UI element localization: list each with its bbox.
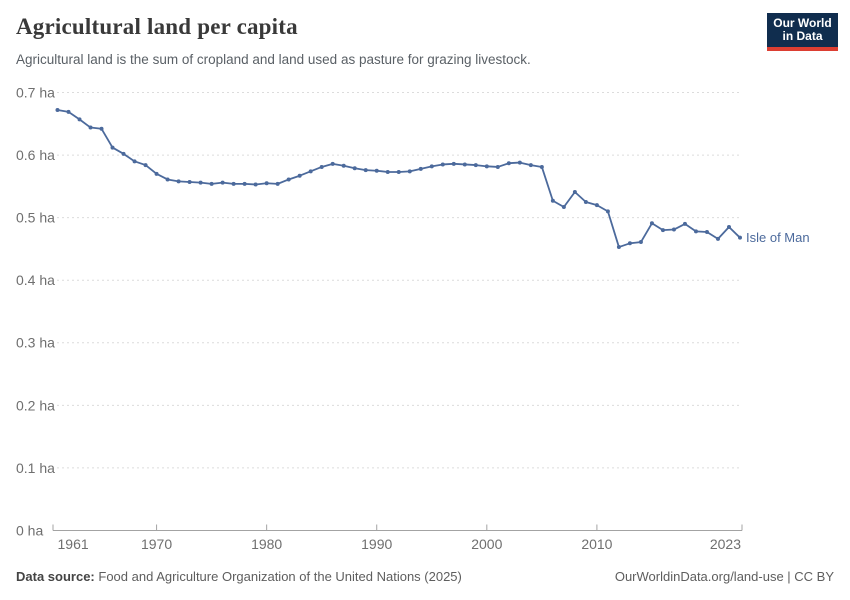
- series-end-label[interactable]: Isle of Man: [746, 230, 810, 245]
- x-axis-tick-label: 1980: [251, 536, 282, 552]
- data-point[interactable]: [275, 181, 280, 186]
- license-link[interactable]: OurWorldinData.org/land-use | CC BY: [614, 569, 834, 584]
- data-source-label: Data source:: [16, 569, 95, 584]
- owid-logo-line-2: in Data: [782, 29, 823, 43]
- data-point[interactable]: [154, 171, 159, 176]
- data-point[interactable]: [616, 245, 621, 250]
- data-point[interactable]: [462, 162, 467, 167]
- data-point[interactable]: [264, 181, 269, 186]
- data-point[interactable]: [451, 161, 456, 166]
- data-point[interactable]: [396, 169, 401, 174]
- data-point[interactable]: [198, 180, 203, 185]
- page-subtitle: Agricultural land is the sum of cropland…: [16, 52, 531, 67]
- y-axis-tick-label: 0.2 ha: [16, 397, 55, 413]
- data-point[interactable]: [495, 164, 500, 169]
- data-point[interactable]: [506, 161, 511, 166]
- data-point[interactable]: [594, 203, 599, 208]
- data-point[interactable]: [88, 125, 93, 130]
- data-point[interactable]: [627, 241, 632, 246]
- data-point[interactable]: [330, 161, 335, 166]
- x-axis-tick-label: 1961: [58, 536, 89, 552]
- data-point[interactable]: [231, 181, 236, 186]
- data-point[interactable]: [165, 177, 170, 182]
- data-point[interactable]: [660, 228, 665, 233]
- data-source-text: Food and Agriculture Organization of the…: [98, 569, 462, 584]
- data-point[interactable]: [715, 236, 720, 241]
- y-axis-tick-label: 0.5 ha: [16, 210, 55, 226]
- x-axis-tick-label: 1970: [141, 536, 172, 552]
- data-point[interactable]: [297, 173, 302, 178]
- data-point[interactable]: [539, 164, 544, 169]
- data-point[interactable]: [385, 169, 390, 174]
- data-point[interactable]: [561, 205, 566, 210]
- x-axis-tick-label: 2023: [710, 536, 741, 552]
- data-point[interactable]: [671, 227, 676, 232]
- data-point[interactable]: [110, 145, 115, 150]
- data-point[interactable]: [726, 225, 731, 230]
- page-title: Agricultural land per capita: [16, 14, 298, 39]
- data-point[interactable]: [66, 109, 71, 114]
- data-point[interactable]: [77, 117, 82, 122]
- data-point[interactable]: [418, 166, 423, 171]
- data-point[interactable]: [363, 168, 368, 173]
- data-point[interactable]: [319, 164, 324, 169]
- data-point[interactable]: [693, 229, 698, 234]
- data-point[interactable]: [143, 163, 148, 168]
- data-point[interactable]: [242, 181, 247, 186]
- data-point[interactable]: [638, 240, 643, 245]
- data-line[interactable]: [56, 109, 741, 248]
- data-point[interactable]: [341, 163, 346, 168]
- x-axis-tick-label: 2000: [471, 536, 502, 552]
- data-point[interactable]: [187, 179, 192, 184]
- y-axis-tick-label: 0 ha: [16, 522, 43, 538]
- y-axis-tick-label: 0.6 ha: [16, 147, 55, 163]
- data-point[interactable]: [99, 126, 104, 131]
- data-point[interactable]: [473, 163, 478, 168]
- data-point[interactable]: [528, 163, 533, 168]
- data-source-line[interactable]: Data source: Food and Agriculture Organi…: [16, 569, 462, 584]
- y-axis-tick-label: 0.1 ha: [16, 460, 55, 476]
- data-point[interactable]: [517, 160, 522, 165]
- owid-logo-line-1: Our World: [773, 15, 832, 30]
- data-point[interactable]: [132, 159, 137, 164]
- data-point[interactable]: [572, 189, 577, 194]
- data-point[interactable]: [121, 151, 126, 156]
- data-point[interactable]: [704, 230, 709, 235]
- data-point[interactable]: [682, 221, 687, 226]
- data-point[interactable]: [352, 166, 357, 171]
- data-point[interactable]: [286, 177, 291, 182]
- data-point[interactable]: [649, 221, 654, 226]
- y-axis-tick-label: 0.7 ha: [16, 84, 55, 100]
- data-point[interactable]: [209, 181, 214, 186]
- data-point[interactable]: [220, 180, 225, 185]
- data-point[interactable]: [738, 235, 742, 240]
- data-point[interactable]: [484, 164, 489, 169]
- data-point[interactable]: [253, 182, 258, 187]
- data-point[interactable]: [176, 179, 181, 184]
- y-axis-tick-label: 0.4 ha: [16, 272, 55, 288]
- data-point[interactable]: [429, 164, 434, 169]
- data-point[interactable]: [55, 108, 60, 113]
- data-point[interactable]: [374, 168, 379, 173]
- data-point[interactable]: [407, 169, 412, 174]
- x-axis-tick-label: 2010: [581, 536, 612, 552]
- x-axis-tick-label: 1990: [361, 536, 392, 552]
- owid-logo[interactable]: Our World in Data: [767, 13, 838, 51]
- chart-footer: Data source: Food and Agriculture Organi…: [16, 569, 834, 584]
- data-point[interactable]: [583, 200, 588, 204]
- data-point[interactable]: [308, 169, 313, 174]
- y-axis-tick-label: 0.3 ha: [16, 335, 55, 351]
- data-point[interactable]: [440, 162, 445, 167]
- data-point[interactable]: [550, 198, 555, 203]
- data-point[interactable]: [605, 209, 610, 214]
